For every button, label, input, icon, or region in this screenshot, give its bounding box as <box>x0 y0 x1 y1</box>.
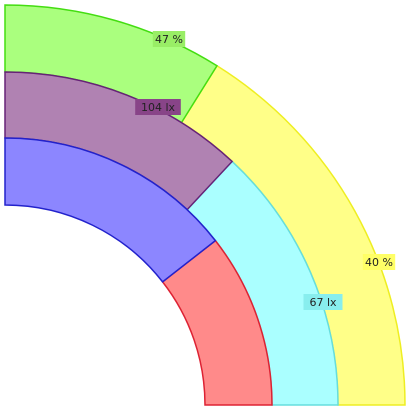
inner-ring-segment-1 <box>4 137 217 283</box>
outer-ring-second-label-text: 40 % <box>365 256 393 269</box>
outer-ring-label: 47 % <box>152 31 186 47</box>
middle-ring-label-bg <box>135 99 181 115</box>
middle-ring-label: 104 lx <box>135 99 181 115</box>
middle-ring-second-label-bg <box>303 294 343 310</box>
outer-ring-label-bg <box>152 31 186 47</box>
middle-ring-second-label-text: 67 lx <box>309 296 337 309</box>
outer-ring-label-text: 47 % <box>155 33 183 46</box>
outer-ring-second-label: 40 % <box>362 254 396 270</box>
outer-ring-second-label-bg <box>362 254 396 270</box>
middle-ring-second-label: 67 lx <box>303 294 343 310</box>
middle-ring-label-text: 104 lx <box>141 101 176 114</box>
